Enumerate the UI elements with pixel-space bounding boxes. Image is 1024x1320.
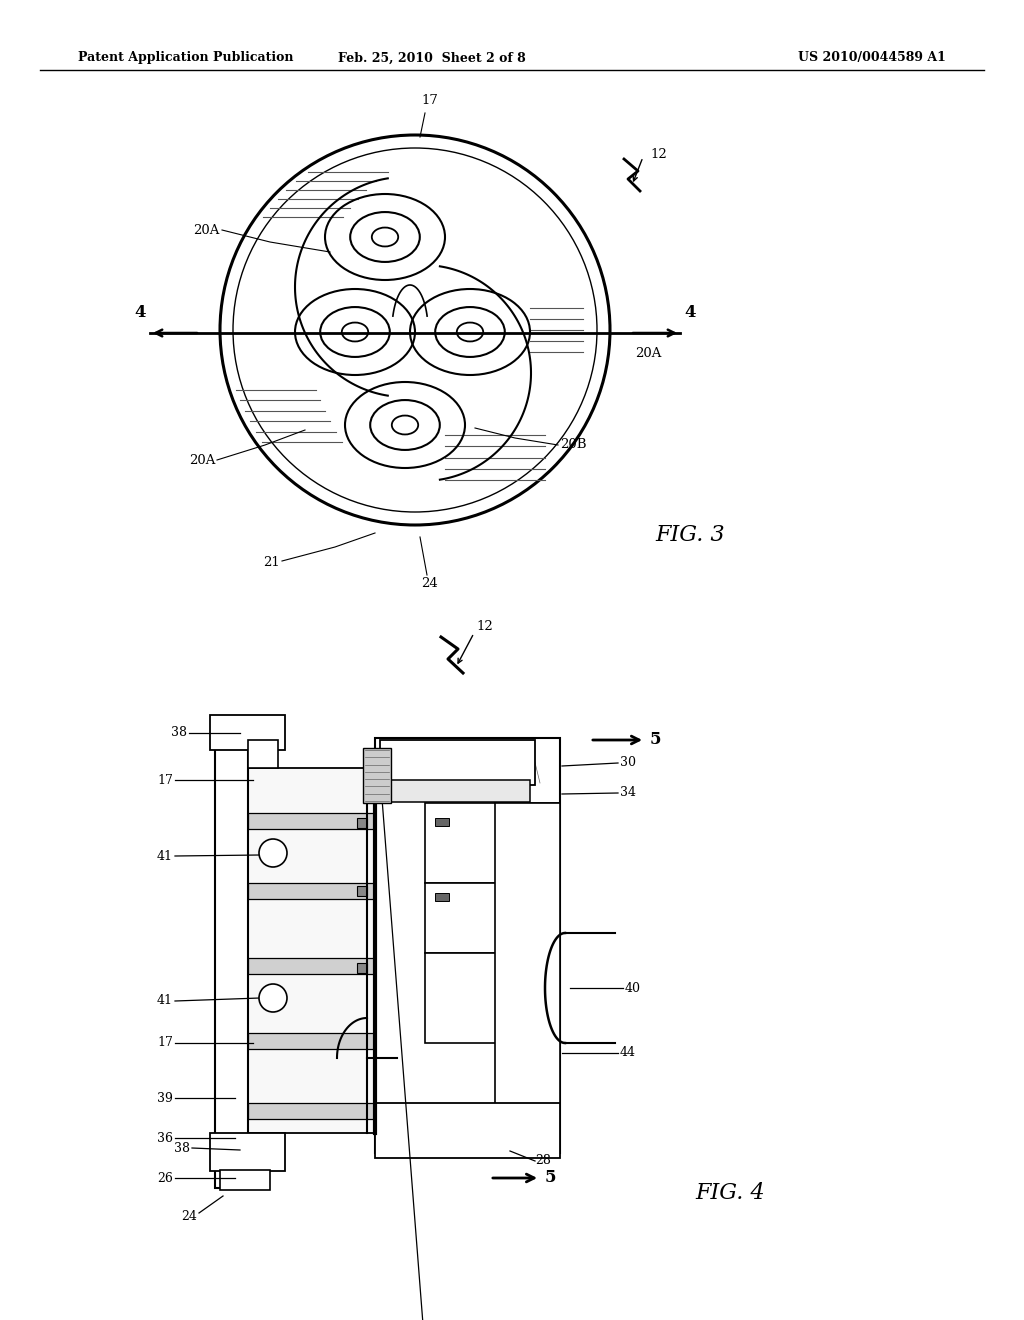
Text: 21: 21 [263,557,280,569]
Bar [375,738,560,1152]
Bar [248,883,375,899]
Text: 36: 36 [157,1131,173,1144]
Bar [210,1133,285,1171]
Bar [357,818,367,828]
Circle shape [259,983,287,1012]
Text: 24: 24 [181,1209,197,1222]
Bar [357,886,367,896]
Bar [362,748,391,803]
Bar [495,803,560,1133]
Text: 20A: 20A [188,454,215,466]
Text: 17: 17 [157,774,173,787]
Text: 20A: 20A [194,223,220,236]
Text: 40: 40 [625,982,641,994]
Text: 24: 24 [422,577,438,590]
Text: 41: 41 [157,994,173,1007]
Text: 12: 12 [650,149,667,161]
Bar [380,741,535,785]
Text: 4: 4 [684,304,695,321]
Text: FIG. 4: FIG. 4 [695,1181,765,1204]
Bar [248,741,278,768]
Bar [248,1104,375,1119]
Bar [435,818,449,826]
Bar [248,813,375,829]
Text: 20B: 20B [560,438,587,451]
Text: 17: 17 [157,1036,173,1049]
Text: US 2010/0044589 A1: US 2010/0044589 A1 [798,51,946,65]
Bar [248,768,375,1133]
Text: 34: 34 [620,787,636,800]
Text: 38: 38 [174,1142,190,1155]
Circle shape [259,840,287,867]
Text: Patent Application Publication: Patent Application Publication [78,51,294,65]
Bar [375,1104,560,1158]
Bar [220,1170,270,1191]
Text: 30: 30 [620,756,636,770]
Bar [435,894,449,902]
Bar [215,741,248,1188]
Bar [425,883,560,953]
Bar [248,958,375,974]
Text: 17: 17 [422,94,438,107]
Text: 5: 5 [545,1170,556,1187]
Text: 44: 44 [620,1047,636,1060]
Text: FIG. 3: FIG. 3 [655,524,725,546]
Bar [210,715,285,750]
Text: 20A: 20A [635,347,662,360]
Text: 28: 28 [535,1155,551,1167]
Bar [248,1034,375,1049]
Bar [425,953,555,1043]
Bar [390,780,530,803]
Text: 26: 26 [157,1172,173,1184]
Text: 41: 41 [157,850,173,862]
Text: 39: 39 [157,1092,173,1105]
Text: 4: 4 [134,304,145,321]
Text: 5: 5 [650,731,662,748]
Text: 12: 12 [476,620,493,634]
Text: Feb. 25, 2010  Sheet 2 of 8: Feb. 25, 2010 Sheet 2 of 8 [338,51,526,65]
Text: 38: 38 [171,726,187,739]
Bar [425,803,560,883]
Bar [357,964,367,973]
